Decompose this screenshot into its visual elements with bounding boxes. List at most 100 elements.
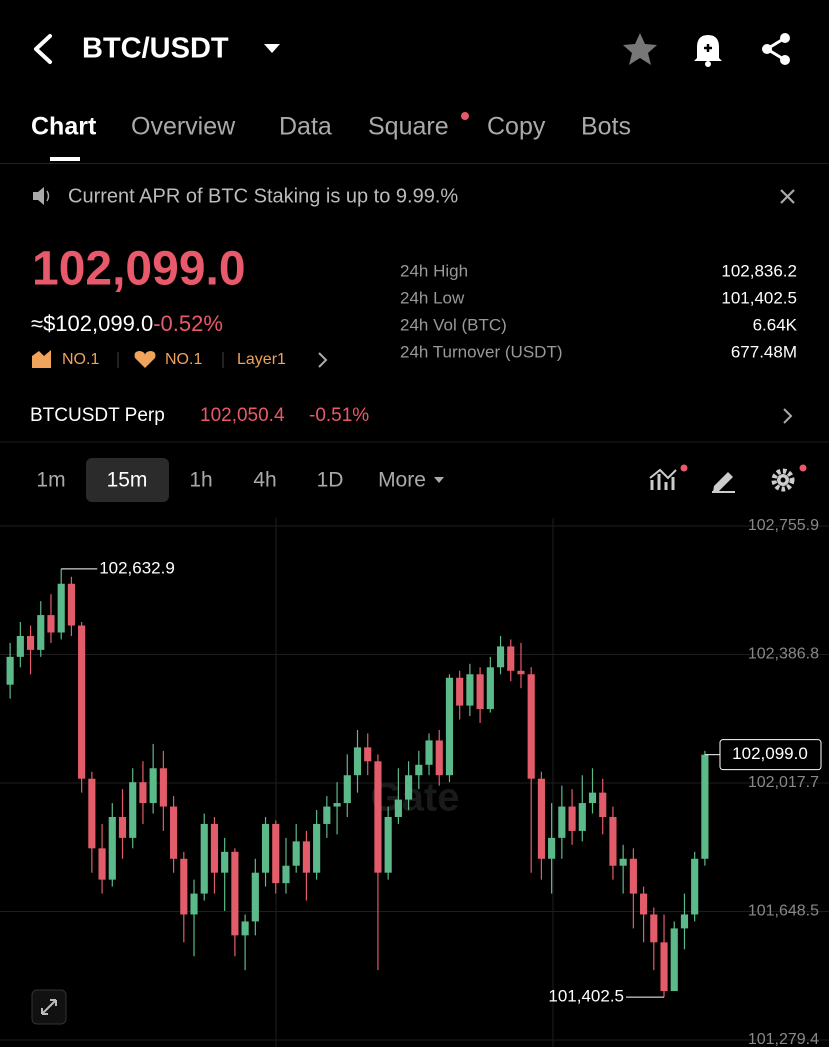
tab[interactable]: Data: [279, 113, 332, 141]
candle-body: [6, 656, 14, 685]
candle-body: [292, 841, 300, 866]
more-caret[interactable]: [434, 477, 444, 483]
timeframe[interactable]: 4h: [253, 469, 276, 492]
candle-body: [364, 747, 372, 762]
perp-change: -0.51%: [309, 405, 369, 426]
timeframe[interactable]: 1h: [189, 469, 212, 492]
candle-body: [568, 806, 576, 831]
candle-body: [221, 851, 229, 873]
candle-body: [241, 921, 249, 936]
candle-body: [47, 615, 55, 633]
favorite-icon[interactable]: [623, 33, 657, 65]
approx-price: ≈$102,099.0-0.52%: [31, 311, 223, 336]
max-label: 102,632.9: [99, 558, 175, 577]
candle-body: [619, 858, 627, 866]
candle-body: [517, 670, 525, 675]
indicator-icon[interactable]: [649, 464, 688, 491]
last-price-tag: [719, 739, 822, 771]
y-tick-label: 102,386.8: [748, 646, 819, 663]
candle-body: [415, 764, 423, 776]
candle-body: [640, 893, 648, 915]
approx-value: ≈$102,099.0: [31, 311, 153, 336]
candle-body: [486, 667, 494, 710]
banner-text: Current APR of BTC Staking is up to 9.99…: [68, 185, 458, 207]
pair-title[interactable]: BTC/USDT: [82, 33, 229, 65]
candle-body: [435, 740, 443, 776]
alert-icon[interactable]: [694, 35, 722, 67]
timeframe[interactable]: More: [378, 469, 426, 492]
price-change: -0.52%: [153, 311, 223, 336]
candle-body: [272, 823, 280, 884]
candle-body: [670, 928, 678, 992]
candle-body: [578, 803, 586, 831]
stat-value: 677.48M: [731, 342, 797, 361]
tab[interactable]: Bots: [581, 113, 631, 141]
perp-arrow[interactable]: [783, 408, 793, 424]
candle-body: [394, 799, 402, 817]
stat-label: 24h Turnover (USDT): [400, 342, 563, 361]
candle-body: [353, 747, 362, 776]
y-tick-label: 101,648.5: [748, 903, 819, 920]
candle-body: [78, 625, 86, 779]
candle-body: [476, 674, 484, 710]
back-button[interactable]: [34, 34, 52, 64]
candle-body: [323, 806, 331, 824]
tab[interactable]: Square: [368, 113, 449, 141]
candle-body: [701, 754, 709, 859]
draw-icon[interactable]: [712, 472, 735, 493]
candle-body: [302, 841, 310, 873]
badge[interactable]: NO.1: [62, 351, 99, 368]
candle-body: [16, 635, 24, 657]
stat-label: 24h Vol (BTC): [400, 315, 507, 334]
candle-body: [558, 806, 566, 838]
tab[interactable]: Overview: [131, 113, 236, 141]
stat-value: 6.64K: [753, 315, 798, 334]
stat-label: 24h High: [400, 261, 468, 280]
y-tick-label: 102,017.7: [748, 774, 819, 791]
candle-body: [599, 792, 607, 817]
candle-body: [190, 893, 198, 915]
timeframe[interactable]: 1D: [317, 469, 344, 492]
banner-close[interactable]: [780, 189, 795, 204]
badge[interactable]: Layer1: [237, 351, 286, 368]
candle-body: [200, 823, 208, 894]
candle-body: [456, 677, 464, 706]
timeframe[interactable]: 1m: [36, 469, 65, 492]
perp-price: 102,050.4: [200, 405, 285, 426]
speaker-icon: [33, 187, 50, 205]
timeframe[interactable]: 15m: [107, 469, 148, 492]
badge[interactable]: NO.1: [165, 351, 202, 368]
min-label: 101,402.5: [548, 987, 624, 1006]
candle-body: [170, 806, 178, 859]
candle-body: [680, 914, 689, 929]
last-price: 102,099.0: [32, 243, 246, 296]
candle-body: [210, 823, 219, 873]
candle-body: [374, 761, 382, 873]
candle-body: [527, 674, 535, 779]
tab[interactable]: Chart: [31, 113, 97, 141]
candle-body: [26, 635, 35, 650]
perp-name[interactable]: BTCUSDT Perp: [30, 405, 165, 426]
settings-icon[interactable]: [771, 464, 807, 492]
share-icon[interactable]: [762, 33, 790, 65]
candle-body: [588, 792, 597, 804]
candle-body: [57, 583, 65, 633]
candle-body: [139, 782, 147, 804]
candle-body: [88, 778, 96, 849]
candle-body: [691, 858, 699, 915]
candle-body: [537, 778, 545, 859]
candle-body: [466, 674, 474, 706]
candle-body: [118, 816, 127, 838]
last-price-label: 102,099.0: [732, 744, 808, 763]
candle-body: [149, 768, 157, 804]
candle-body: [445, 677, 454, 776]
candle-body: [231, 851, 239, 936]
pair-dropdown[interactable]: [264, 44, 280, 53]
badge-arrow[interactable]: [318, 352, 328, 368]
stat-value: 101,402.5: [721, 288, 797, 307]
tab[interactable]: Copy: [487, 113, 546, 141]
stat-value: 102,836.2: [721, 261, 797, 280]
fullscreen-button[interactable]: [31, 989, 67, 1025]
